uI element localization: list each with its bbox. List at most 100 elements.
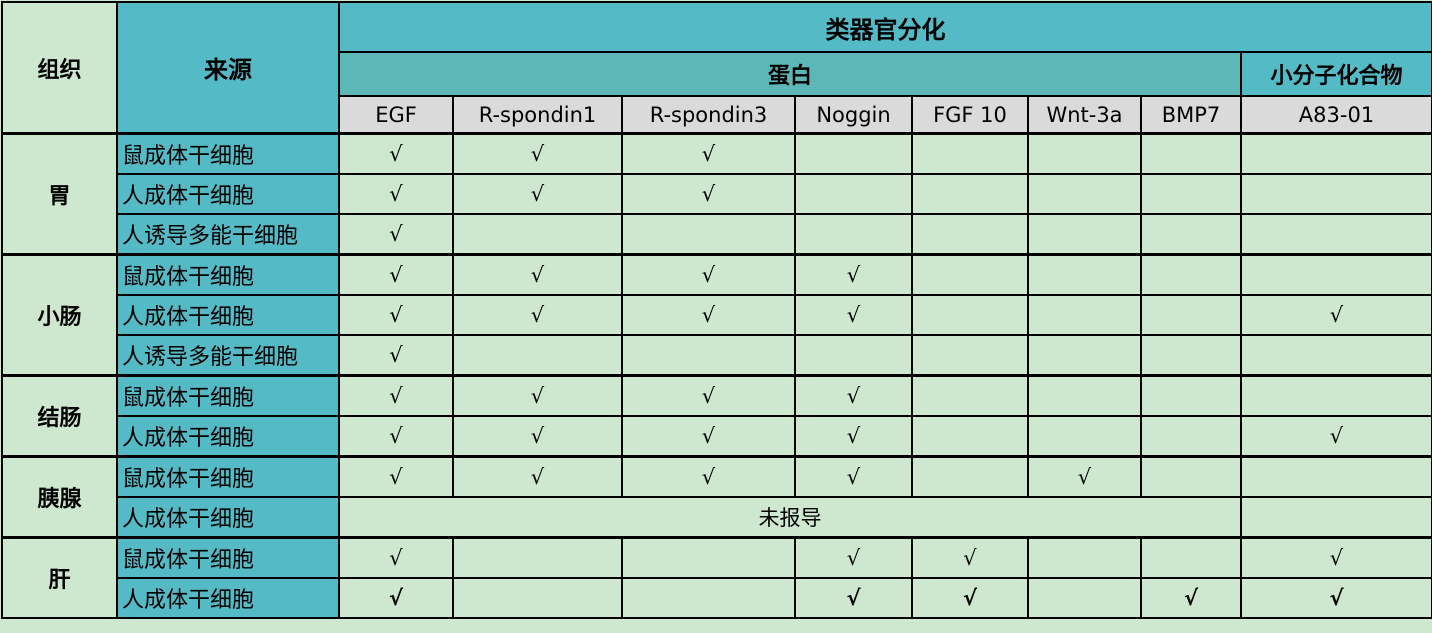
empty-cell — [452, 334, 623, 377]
empty-cell — [1240, 496, 1432, 539]
empty-cell — [911, 415, 1029, 458]
empty-cell — [911, 132, 1029, 175]
check-mark-cell: √ — [1240, 415, 1432, 458]
check-mark-cell: √ — [794, 536, 913, 579]
table-row: 人诱导多能干细胞 √ — [2, 334, 1432, 377]
check-mark-cell: √ — [1140, 577, 1242, 619]
empty-cell — [621, 213, 796, 256]
empty-cell — [1240, 253, 1432, 296]
check-mark-cell: √ — [621, 455, 796, 498]
column-header: EGF — [338, 95, 454, 135]
protein-header: 蛋白 — [338, 51, 1242, 97]
check-mark-cell: √ — [452, 415, 623, 458]
empty-cell — [1140, 253, 1242, 296]
empty-cell — [1140, 132, 1242, 175]
tissue-cell: 肝 — [1, 536, 118, 619]
check-mark-cell: √ — [794, 253, 913, 296]
empty-cell — [1140, 536, 1242, 579]
empty-cell — [1140, 374, 1242, 417]
empty-cell — [794, 173, 913, 215]
check-mark-cell: √ — [794, 577, 913, 619]
source-cell: 人诱导多能干细胞 — [116, 334, 340, 377]
empty-cell — [911, 213, 1029, 256]
source-cell: 鼠成体干细胞 — [116, 374, 340, 417]
empty-cell — [1027, 132, 1142, 175]
tissue-cell: 小肠 — [1, 253, 118, 377]
empty-cell — [911, 455, 1029, 498]
empty-cell — [452, 577, 623, 619]
check-mark-cell: √ — [911, 536, 1029, 579]
differentiation-header: 类器官分化 — [338, 1, 1432, 53]
check-mark-cell: √ — [1240, 536, 1432, 579]
column-header: BMP7 — [1140, 95, 1242, 135]
check-mark-cell: √ — [794, 374, 913, 417]
empty-cell — [1027, 415, 1142, 458]
empty-cell — [794, 213, 913, 256]
empty-cell — [1027, 173, 1142, 215]
empty-cell — [1027, 253, 1142, 296]
empty-cell — [911, 173, 1029, 215]
check-mark-cell: √ — [452, 374, 623, 417]
check-mark-cell: √ — [338, 415, 454, 458]
table-row: 人成体干细胞 √ √ √ √ √ — [2, 577, 1432, 619]
check-mark-cell: √ — [338, 173, 454, 215]
empty-cell — [1240, 132, 1432, 175]
empty-cell — [1027, 213, 1142, 256]
empty-cell — [452, 213, 623, 256]
empty-cell — [621, 536, 796, 579]
column-header: R-spondin1 — [452, 95, 623, 135]
source-cell: 鼠成体干细胞 — [116, 536, 340, 579]
empty-cell — [794, 132, 913, 175]
empty-cell — [1240, 374, 1432, 417]
table-row: 人诱导多能干细胞 √ — [2, 213, 1432, 256]
empty-cell — [1027, 536, 1142, 579]
check-mark-cell: √ — [338, 455, 454, 498]
tissue-cell: 胰腺 — [1, 455, 118, 539]
organoid-differentiation-table: 组织 来源 类器官分化 蛋白 小分子化合物 EGF R-spondin1 R-spo… — [1, 1, 1432, 619]
check-mark-cell: √ — [338, 334, 454, 377]
empty-cell — [911, 374, 1029, 417]
empty-cell — [1140, 334, 1242, 377]
check-mark-cell: √ — [911, 577, 1029, 619]
check-mark-cell: √ — [338, 374, 454, 417]
source-header: 来源 — [116, 1, 340, 135]
empty-cell — [1240, 213, 1432, 256]
empty-cell — [1027, 577, 1142, 619]
source-cell: 人成体干细胞 — [116, 173, 340, 215]
check-mark-cell: √ — [338, 132, 454, 175]
empty-cell — [1027, 334, 1142, 377]
source-cell: 人成体干细胞 — [116, 577, 340, 619]
source-cell: 人诱导多能干细胞 — [116, 213, 340, 256]
check-mark-cell: √ — [1027, 455, 1142, 498]
check-mark-cell: √ — [452, 253, 623, 296]
check-mark-cell: √ — [621, 294, 796, 336]
source-cell: 人成体干细胞 — [116, 496, 340, 539]
check-mark-cell: √ — [794, 415, 913, 458]
check-mark-cell: √ — [621, 132, 796, 175]
source-cell: 人成体干细胞 — [116, 294, 340, 336]
empty-cell — [1027, 374, 1142, 417]
column-header: A83-01 — [1240, 95, 1432, 135]
check-mark-cell: √ — [794, 455, 913, 498]
empty-cell — [621, 577, 796, 619]
column-header: Wnt-3a — [1027, 95, 1142, 135]
check-mark-cell: √ — [621, 374, 796, 417]
empty-cell — [1240, 334, 1432, 377]
check-mark-cell: √ — [338, 253, 454, 296]
tissue-cell: 结肠 — [1, 374, 118, 458]
tissue-header: 组织 — [1, 1, 118, 135]
table-row: 人成体干细胞 √ √ √ √ √ — [2, 415, 1432, 458]
check-mark-cell: √ — [338, 294, 454, 336]
empty-cell — [1240, 455, 1432, 498]
check-mark-cell: √ — [338, 536, 454, 579]
empty-cell — [911, 334, 1029, 377]
check-mark-cell: √ — [621, 253, 796, 296]
check-mark-cell: √ — [452, 455, 623, 498]
tissue-cell: 胃 — [1, 132, 118, 256]
check-mark-cell: √ — [621, 415, 796, 458]
source-cell: 鼠成体干细胞 — [116, 132, 340, 175]
source-cell: 人成体干细胞 — [116, 415, 340, 458]
empty-cell — [1240, 173, 1432, 215]
empty-cell — [1140, 455, 1242, 498]
check-mark-cell: √ — [338, 577, 454, 619]
